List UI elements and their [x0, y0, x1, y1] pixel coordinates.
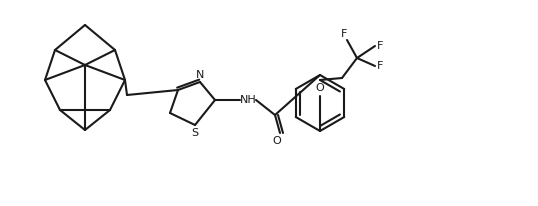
Text: F: F [377, 61, 383, 71]
Text: O: O [316, 83, 324, 93]
Text: N: N [196, 70, 204, 80]
Text: F: F [377, 41, 383, 51]
Text: S: S [192, 128, 199, 138]
Text: O: O [273, 136, 281, 146]
Text: F: F [341, 29, 347, 39]
Text: NH: NH [239, 95, 257, 105]
